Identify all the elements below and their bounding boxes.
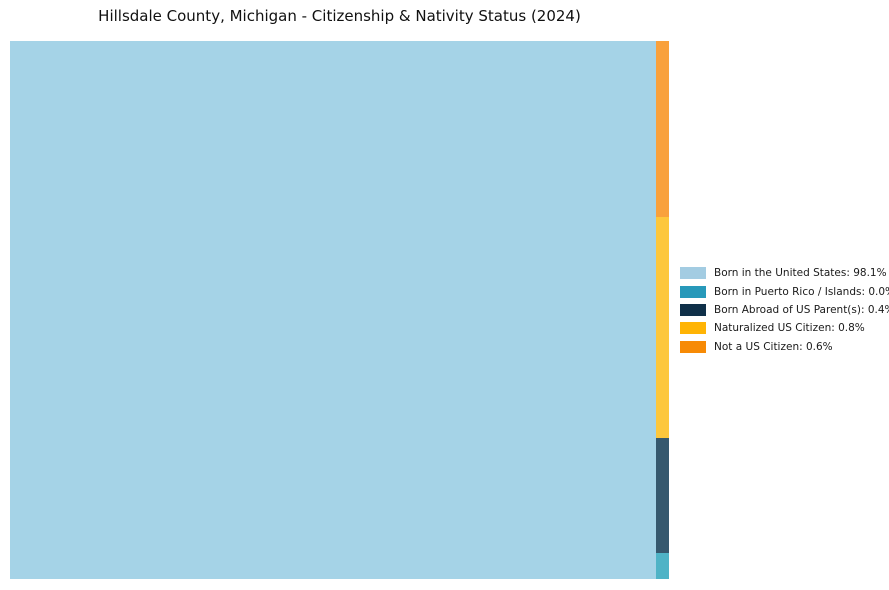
legend-item-not-a-us-citizen: Not a US Citizen: 0.6%	[680, 338, 889, 356]
treemap-tile-born-abroad-us-parents	[656, 438, 669, 553]
legend-label-born-abroad-us-parents: Born Abroad of US Parent(s): 0.4%	[714, 303, 889, 316]
legend-item-born-in-puerto-rico: Born in Puerto Rico / Islands: 0.0%	[680, 282, 889, 300]
treemap-plot-area	[10, 41, 669, 579]
legend-swatch-born-in-puerto-rico	[680, 285, 706, 298]
legend-swatch-naturalized-us-citizen	[680, 322, 706, 335]
legend-item-born-in-us: Born in the United States: 98.1%	[680, 264, 889, 282]
chart-title: Hillsdale County, Michigan - Citizenship…	[98, 7, 581, 25]
treemap-tile-not-a-us-citizen	[656, 41, 669, 217]
legend-swatch-born-in-us	[680, 267, 706, 280]
legend-swatch-born-abroad-us-parents	[680, 303, 706, 316]
treemap-tile-born-in-us	[10, 41, 656, 579]
legend-item-naturalized-us-citizen: Naturalized US Citizen: 0.8%	[680, 319, 889, 337]
chart-legend: Born in the United States: 98.1% Born in …	[680, 264, 889, 356]
treemap-tile-born-in-puerto-rico	[656, 553, 669, 579]
legend-label-naturalized-us-citizen: Naturalized US Citizen: 0.8%	[714, 322, 865, 335]
legend-label-born-in-puerto-rico: Born in Puerto Rico / Islands: 0.0%	[714, 285, 889, 298]
legend-label-not-a-us-citizen: Not a US Citizen: 0.6%	[714, 340, 833, 353]
legend-swatch-not-a-us-citizen	[680, 340, 706, 353]
legend-label-born-in-us: Born in the United States: 98.1%	[714, 267, 887, 280]
treemap-tile-naturalized-us-citizen	[656, 217, 669, 438]
legend-item-born-abroad-us-parents: Born Abroad of US Parent(s): 0.4%	[680, 301, 889, 319]
